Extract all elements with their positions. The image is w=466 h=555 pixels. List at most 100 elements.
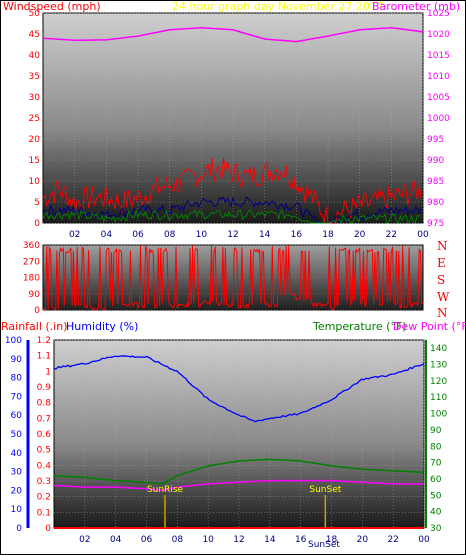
temperature-tick-label: 30: [430, 524, 442, 534]
x-tick-label: 04: [110, 535, 122, 545]
rainfall-tick-label: 100: [5, 336, 22, 346]
wind-panel-series: [42, 26, 424, 225]
rainfall-tick-label: 50: [11, 430, 23, 440]
windspeed-tick-label: 40: [29, 51, 41, 61]
humidity-tick-label: 0.7: [37, 414, 51, 424]
barometer-tick-label: 985: [427, 177, 444, 187]
compass-label: W: [437, 290, 450, 304]
x-tick-label: 08: [172, 535, 184, 545]
low-wind-line: [42, 208, 422, 225]
graph-title: 24 hour graph day November 27 2017: [172, 0, 384, 13]
direction-degree-label: 270: [23, 257, 40, 267]
rainfall-tick-label: 40: [11, 449, 23, 459]
dewpoint-line: [53, 479, 424, 492]
rainfall-tick-label: 10: [11, 505, 23, 515]
rainfall-tick-label: 0: [16, 524, 22, 534]
temperature-tick-label: 60: [430, 475, 442, 485]
barometer-tick-label: 980: [427, 198, 444, 208]
windspeed-tick-label: 30: [29, 93, 41, 103]
x-tick-label: 22: [387, 535, 398, 545]
x-tick-label: 14: [264, 535, 276, 545]
x-tick-label: 16: [295, 535, 307, 545]
humidity-tick-label: 0.8: [37, 399, 52, 409]
x-tick-label: 18: [322, 230, 334, 240]
humidity-tick-label: 0.9: [37, 383, 52, 393]
direction-degree-label: 360: [23, 241, 40, 251]
windspeed-tick-label: 15: [29, 156, 40, 166]
barometer-line: [42, 26, 424, 43]
temp-panel-series: [53, 355, 425, 529]
humidity-tick-label: 1: [45, 367, 51, 377]
windspeed-tick-label: 20: [29, 135, 41, 145]
barometer-tick-label: 975: [427, 219, 444, 229]
direction-degree-label: 90: [29, 290, 41, 300]
temperature-tick-label: 70: [430, 459, 442, 469]
x-tick-label: 02: [69, 230, 80, 240]
rainfall-tick-label: 70: [11, 392, 23, 402]
windspeed-tick-label: 0: [34, 219, 40, 229]
temperature-tick-label: 50: [430, 491, 442, 501]
windspeed-tick-label: 50: [29, 9, 41, 19]
x-tick-label: 10: [202, 535, 214, 545]
x-tick-label: 18: [326, 535, 338, 545]
rainfall-axis-ticks: 0 10 20 30 40 50 60 70 80 90 100: [5, 336, 22, 534]
wind-direction-line: [42, 245, 424, 311]
rainfall-tick-label: 80: [11, 374, 23, 384]
temperature-tick-label: 40: [430, 508, 442, 518]
x-tick-label: 20: [357, 535, 369, 545]
temperature-tick-label: 110: [430, 393, 447, 403]
temperature-tick-label: 120: [430, 377, 447, 387]
humidity-axis-ticks: 0 0.1 0.2 0.3 0.4 0.5 0.6 0.7 0.8 0.9 1 1.1 1.2: [37, 336, 52, 534]
barometer-tick-label: 1000: [427, 114, 450, 124]
temperature-line: [53, 458, 425, 485]
barometer-tick-label: 995: [427, 135, 444, 145]
windspeed-tick-label: 45: [29, 30, 40, 40]
windspeed-tick-label: 5: [34, 198, 40, 208]
x-tick-label: 10: [196, 230, 208, 240]
barometer-tick-label: 1020: [427, 30, 450, 40]
windspeed-tick-label: 10: [29, 177, 41, 187]
x-tick-label: 22: [386, 230, 397, 240]
humidity-line: [53, 355, 425, 423]
barometer-tick-label: 1010: [427, 72, 450, 82]
x-tick-label: 20: [354, 230, 366, 240]
direction-series: [42, 245, 424, 311]
humidity-tick-label: 0: [45, 524, 51, 534]
compass-label: N: [437, 239, 448, 253]
barometer-tick-label: 990: [427, 156, 444, 166]
humidity-tick-label: 0.1: [37, 508, 51, 518]
barometer-tick-label: 1025: [427, 9, 450, 19]
direction-degree-label: 180: [23, 274, 40, 284]
temperature-tick-label: 140: [430, 344, 447, 354]
x-tick-label: 12: [227, 230, 238, 240]
sun-event-markers: SunRise SunSet: [147, 485, 342, 528]
x-tick-label: 14: [259, 230, 271, 240]
wind-x-axis-ticks: 02 04 06 08 10 12 14 16 18 20 22 00: [69, 230, 429, 240]
x-tick-label: 00: [417, 230, 429, 240]
windspeed-axis-label: Windspeed (mph): [3, 0, 101, 13]
temperature-tick-label: 100: [430, 410, 447, 420]
windspeed-axis-ticks: 0 5 10 15 20 25 30 35 40 45 50: [29, 9, 41, 229]
rainfall-axis-label: Rainfall (.in): [1, 320, 68, 333]
compass-label: E: [437, 256, 446, 270]
temperature-tick-label: 90: [430, 426, 442, 436]
humidity-tick-label: 0.4: [37, 461, 52, 471]
x-tick-label: 06: [141, 535, 153, 545]
barometer-tick-label: 1015: [427, 51, 450, 61]
compass-label: S: [437, 273, 445, 287]
direction-degree-label: 0: [34, 306, 40, 316]
windspeed-tick-label: 25: [29, 114, 40, 124]
sun-event-label: SunSet: [309, 485, 341, 495]
rainfall-tick-label: 60: [11, 411, 23, 421]
temp-x-axis-ticks: 02 04 06 08 10 12 14 16 18 20 22 00: [79, 535, 430, 545]
sunset-axis-label: SunSet: [308, 540, 340, 550]
temperature-axis-label: Temperature (°F): [312, 320, 407, 333]
x-tick-label: 00: [418, 535, 430, 545]
barometer-axis-label: Barometer (mb): [372, 0, 460, 13]
x-tick-label: 12: [233, 535, 244, 545]
temperature-tick-label: 130: [430, 361, 447, 371]
temperature-axis-ticks: 30 40 50 60 70 80 90 100 110 120 130 140: [430, 344, 447, 534]
average-wind-line: [42, 196, 422, 225]
